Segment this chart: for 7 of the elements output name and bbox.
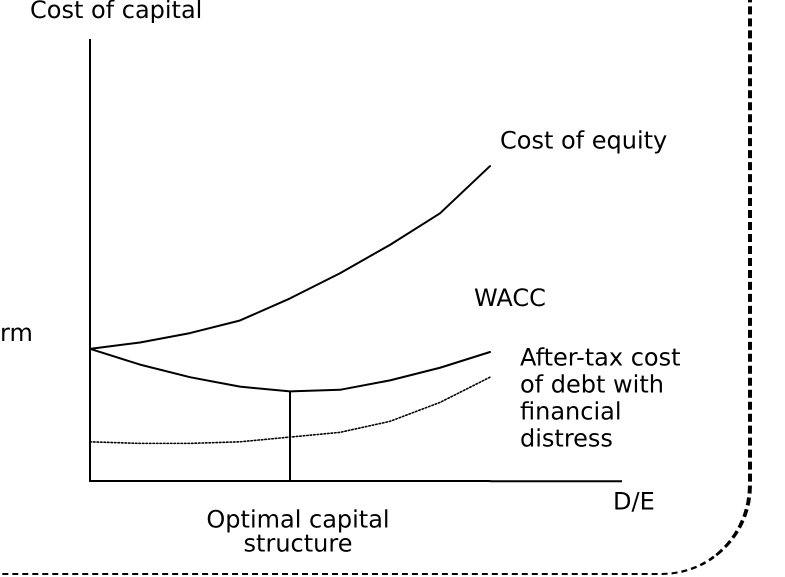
series-label: WACC xyxy=(474,284,546,312)
text: rm xyxy=(0,319,33,348)
text: Optimal capital structure xyxy=(206,505,390,558)
text: Cost of capital xyxy=(30,0,202,24)
text: D/E xyxy=(613,487,655,516)
series-label: Cost of equity xyxy=(500,126,668,154)
series-label: After-tax cost of debt with financial distress xyxy=(520,343,680,452)
